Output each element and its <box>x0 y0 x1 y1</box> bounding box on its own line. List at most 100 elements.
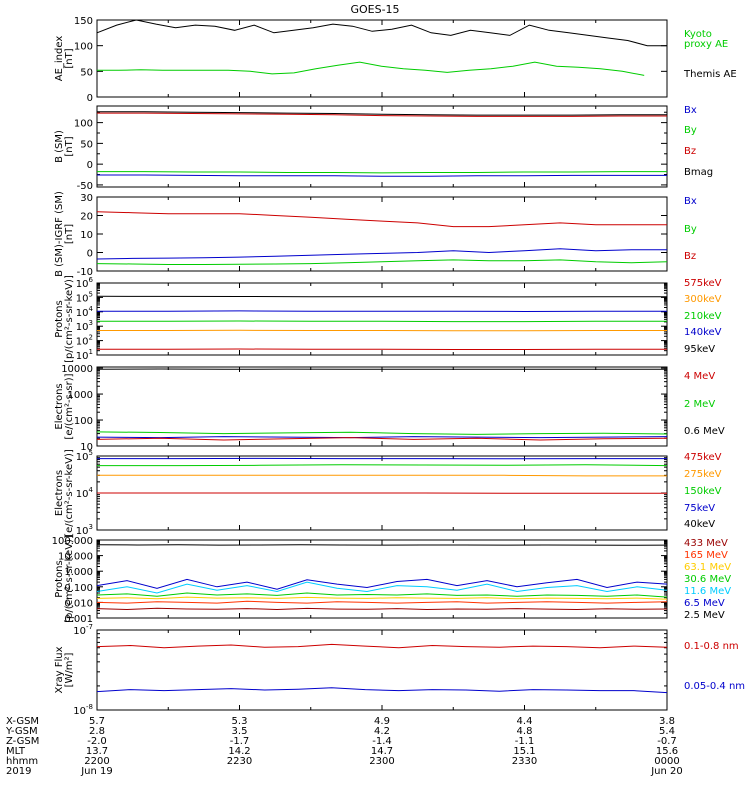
y-axis-label: Xray Flux <box>54 646 65 693</box>
legend-entry: 140keV <box>684 327 722 338</box>
x-axis-value: 15.1 <box>513 746 535 757</box>
x-axis-value: 14.2 <box>228 746 250 757</box>
x-axis-row-label: Y-GSM <box>5 726 38 737</box>
x-axis-value: 15.6 <box>656 746 678 757</box>
series-line <box>97 464 668 467</box>
legend-entry: 575keV <box>684 278 722 289</box>
x-axis-value: Jun 19 <box>80 766 113 777</box>
y-tick-label: 0 <box>87 160 93 171</box>
series-line <box>97 61 645 76</box>
x-axis-row-label: hhmm <box>6 756 38 767</box>
y-tick-label: 20 <box>80 212 93 223</box>
x-axis-value: 4.8 <box>517 726 533 737</box>
x-axis-value: 5.7 <box>89 716 105 727</box>
legend-entry: 4 MeV <box>684 371 715 382</box>
legend-entry: Bz <box>684 146 696 157</box>
x-axis-value: 5.3 <box>232 716 248 727</box>
y-tick-label: 10-7 <box>73 623 93 637</box>
y-tick-label: -10 <box>77 267 93 278</box>
y-tick-label: 100 <box>74 42 93 53</box>
y-tick-label: 30 <box>80 193 93 204</box>
series-line <box>96 600 668 604</box>
legend-entry: 165 MeV <box>684 550 728 561</box>
legend-entry: By <box>684 224 697 235</box>
y-axis-label: B (SM)-IGRF (SM) <box>54 191 65 277</box>
x-axis-value: 2300 <box>369 756 394 767</box>
legend-entry: 275keV <box>684 469 722 480</box>
legend-entry: Bx <box>684 105 697 116</box>
y-tick-label: 0.001 <box>64 614 93 625</box>
y-axis-label: B (SM) <box>54 130 65 163</box>
series-line <box>97 320 667 323</box>
series-line <box>96 295 668 298</box>
series-line <box>97 112 667 117</box>
x-axis-row-label: MLT <box>6 746 26 757</box>
legend-entry: 2 MeV <box>684 399 715 410</box>
y-tick-label: 10000 <box>61 364 93 375</box>
x-axis-value: 4.2 <box>374 726 390 737</box>
legend-entry: Bmag <box>684 167 713 178</box>
series-line <box>96 437 668 441</box>
y-tick-label: 10 <box>80 442 93 453</box>
legend-entry: 300keV <box>684 294 722 305</box>
series-line <box>97 310 667 313</box>
y-axis-label: [nT] <box>64 136 75 156</box>
y-axis-label: Protons <box>54 560 65 597</box>
y-tick-label: -50 <box>77 181 93 192</box>
x-axis-value: 2230 <box>227 756 252 767</box>
y-tick-label: 100.000 <box>52 536 93 547</box>
y-axis-label: [p/(cm²-s-sr-keV)] <box>64 275 75 363</box>
x-axis-row-label: Z-GSM <box>6 736 39 747</box>
y-tick-label: 10 <box>80 230 93 241</box>
legend-entry: 6.5 MeV <box>684 598 725 609</box>
series-line <box>97 171 667 174</box>
y-axis-label: [nT] <box>64 224 75 244</box>
x-axis-value: 2330 <box>512 756 537 767</box>
y-tick-label: 0 <box>87 249 93 260</box>
y-tick-label: 1.000 <box>64 567 93 578</box>
chart-title: GOES-15 <box>350 3 399 16</box>
y-tick-label: 0.010 <box>64 598 93 609</box>
series-line <box>96 436 668 439</box>
y-tick-label: 105 <box>76 449 93 463</box>
series-line <box>97 174 667 177</box>
legend-entry: By <box>684 125 697 136</box>
x-axis-value: 3.8 <box>659 716 675 727</box>
y-tick-label: 106 <box>76 276 94 290</box>
y-tick-label: 50 <box>80 139 93 150</box>
legend-entry: 0.6 MeV <box>684 426 725 437</box>
legend-entry: 30.6 MeV <box>684 574 731 585</box>
y-tick-label: 0.100 <box>64 583 93 594</box>
series-line <box>97 474 667 477</box>
y-axis-label: [e/(cm²-s-sr-keV)] <box>64 449 75 537</box>
x-axis-value: 4.9 <box>374 716 390 727</box>
legend-entry: Kyoto <box>684 29 712 40</box>
x-axis-value: Jun 20 <box>650 766 683 777</box>
series-line <box>96 259 668 265</box>
series-line <box>96 592 668 598</box>
y-tick-label: 1000 <box>68 390 93 401</box>
y-tick-label: 104 <box>76 305 94 319</box>
legend-entry: 0.1-0.8 nm <box>684 641 739 652</box>
series-line <box>96 19 667 47</box>
legend-entry: 475keV <box>684 452 722 463</box>
panel-frame <box>96 19 668 98</box>
legend-entry: 11.6 MeV <box>684 586 731 597</box>
y-tick-label: 50 <box>80 67 93 78</box>
y-axis-label: Electrons <box>54 470 65 516</box>
series-line <box>97 329 667 332</box>
series-line <box>96 596 668 600</box>
x-axis-value: 14.7 <box>371 746 393 757</box>
y-tick-label: 150 <box>74 16 93 27</box>
legend-entry: Bz <box>684 251 696 262</box>
y-axis-label: [nT] <box>64 48 75 68</box>
y-axis-label: [p/(cm²-s-sr-keV)] <box>64 535 75 623</box>
y-tick-label: 100 <box>74 119 93 130</box>
y-tick-label: 104 <box>76 486 94 500</box>
legend-entry: proxy AE <box>684 39 728 50</box>
x-axis-value: -2.0 <box>87 736 107 747</box>
series-line <box>96 544 668 546</box>
y-axis-label: Electrons <box>54 383 65 429</box>
y-tick-label: 101 <box>76 348 93 362</box>
